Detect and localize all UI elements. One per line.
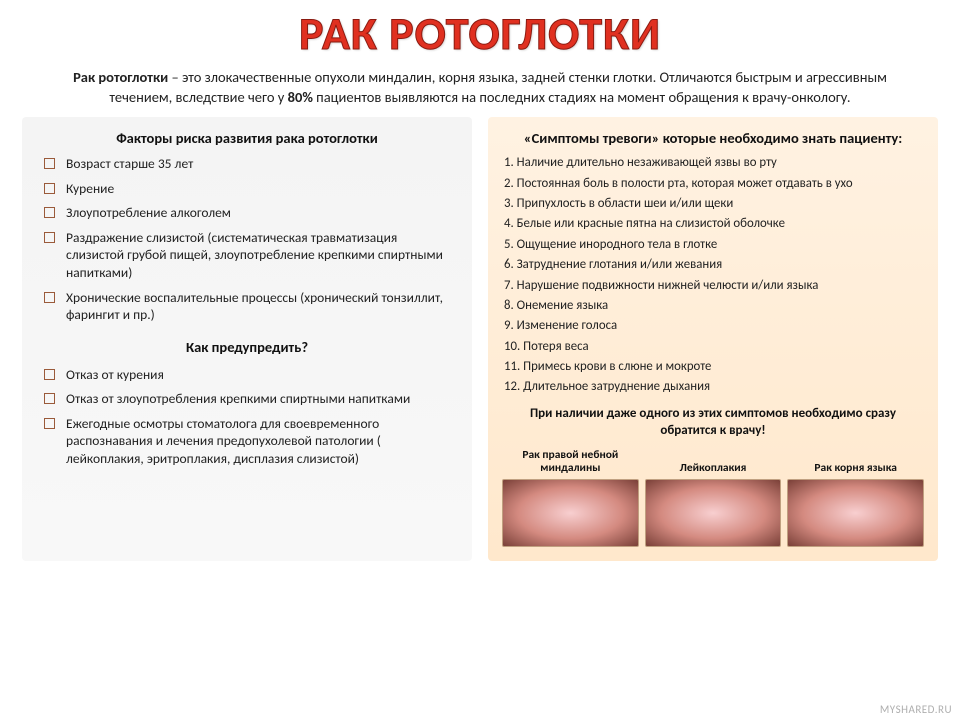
columns: Факторы риска развития рака ротоглотки В… <box>0 117 960 560</box>
risk-list: Возраст старше 35 лет Курение Злоупотреб… <box>36 155 458 323</box>
symptom-item: Белые или красные пятна на слизистой обо… <box>504 216 924 232</box>
symptom-item: Затруднение глотания и/или жевания <box>504 257 924 273</box>
symptom-item: Длительное затруднение дыхания <box>504 379 924 395</box>
image-label: Рак корня языка <box>787 448 924 476</box>
image-cell: Рак корня языка <box>787 448 924 547</box>
symptom-item: Наличие длительно незаживающей язвы во р… <box>504 155 924 171</box>
prevent-item: Ежегодные осмотры стоматолога для своевр… <box>40 415 458 468</box>
intro-percent: 80% <box>288 88 313 106</box>
intro-term: Рак ротоглотки <box>73 68 168 86</box>
intro-paragraph: Рак ротоглотки – это злокачественные опу… <box>0 62 960 117</box>
risk-heading: Факторы риска развития рака ротоглотки <box>36 129 458 147</box>
symptom-item: Ощущение инородного тела в глотке <box>504 237 924 253</box>
prevent-list: Отказ от курения Отказ от злоупотреблени… <box>36 366 458 468</box>
risk-item: Хронические воспалительные процессы (хро… <box>40 289 458 324</box>
image-label: Рак правой небной миндалины <box>502 448 639 476</box>
symptom-item: Онемение языка <box>504 298 924 314</box>
symptoms-card: «Симптомы тревоги» которые необходимо зн… <box>488 117 938 560</box>
intro-after: пациентов выявляются на последних стадия… <box>313 88 851 106</box>
symptom-item: Потеря веса <box>504 339 924 355</box>
risk-card: Факторы риска развития рака ротоглотки В… <box>22 117 472 560</box>
image-cell: Лейкоплакия <box>645 448 782 547</box>
watermark: MYSHARED.RU <box>880 703 952 716</box>
symptom-item: Примесь крови в слюне и мокроте <box>504 359 924 375</box>
risk-item: Раздражение слизистой (систематическая т… <box>40 229 458 282</box>
symptom-item: Припухлость в области шеи и/или щеки <box>504 196 924 212</box>
clinical-image <box>645 479 782 547</box>
prevent-item: Отказ от злоупотребления крепкими спиртн… <box>40 390 458 408</box>
image-label: Лейкоплакия <box>645 448 782 476</box>
page-title: РАК РОТОГЛОТКИ <box>0 0 960 62</box>
symptom-item: Постоянная боль в полости рта, которая м… <box>504 176 924 192</box>
prevent-heading: Как предупредить? <box>36 338 458 356</box>
clinical-image <box>787 479 924 547</box>
image-row: Рак правой небной миндалины Лейкоплакия … <box>502 448 924 547</box>
prevent-item: Отказ от курения <box>40 366 458 384</box>
image-cell: Рак правой небной миндалины <box>502 448 639 547</box>
risk-item: Злоупотребление алкоголем <box>40 204 458 222</box>
symptom-item: Изменение голоса <box>504 318 924 334</box>
symptoms-footnote: При наличии даже одного из этих симптомо… <box>502 406 924 440</box>
symptoms-heading: «Симптомы тревоги» которые необходимо зн… <box>502 129 924 147</box>
risk-item: Возраст старше 35 лет <box>40 155 458 173</box>
symptoms-list: Наличие длительно незаживающей язвы во р… <box>502 155 924 396</box>
clinical-image <box>502 479 639 547</box>
risk-item: Курение <box>40 180 458 198</box>
symptom-item: Нарушение подвижности нижней челюсти и/и… <box>504 278 924 294</box>
